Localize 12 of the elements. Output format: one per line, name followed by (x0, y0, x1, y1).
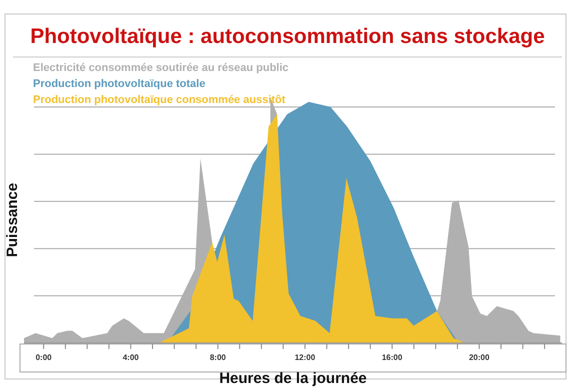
text: Production photovoltaïque totale (33, 78, 206, 90)
x-axis-title: Heures de la journée (219, 370, 367, 387)
x-tick-label: 20:00 (468, 353, 490, 362)
y-axis-title: Puissance (4, 182, 21, 258)
x-tick-label: 12:00 (294, 353, 316, 362)
chart-title: Photovoltaïque : autoconsommation sans stockage (30, 25, 545, 48)
x-tick-label: 4:00 (122, 353, 140, 362)
text: Electricité consommée soutirée au réseau public (33, 62, 289, 74)
x-tick-label: 16:00 (382, 353, 403, 362)
x-tick-label: 0:00 (36, 353, 52, 362)
x-tick-label: 8:00 (210, 353, 226, 362)
series-label: Production photovoltaïque consommée aussitôt (33, 94, 286, 106)
